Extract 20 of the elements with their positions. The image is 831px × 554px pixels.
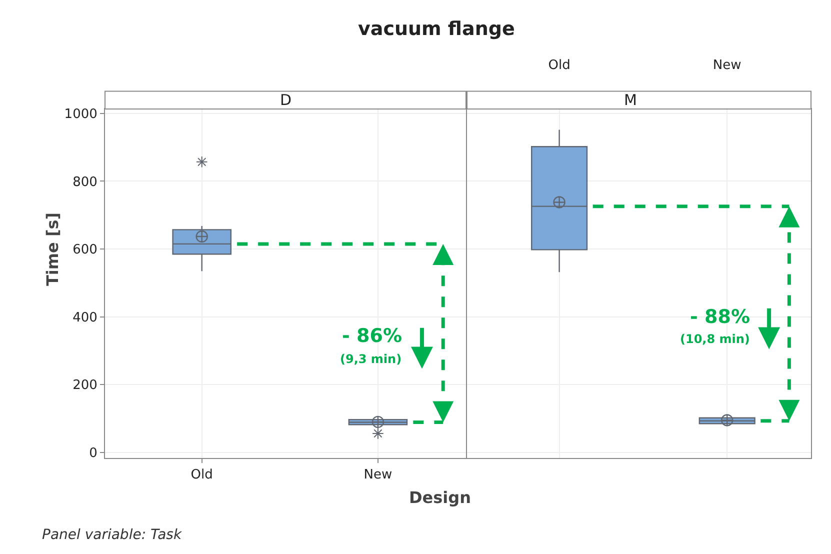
y-tick-label: 800 bbox=[72, 174, 98, 190]
x-tick-label: Old bbox=[548, 58, 570, 73]
chart-title: vacuum flange bbox=[358, 18, 515, 40]
chart-subtitle: M bbox=[624, 91, 637, 109]
y-tick-label: 1000 bbox=[64, 106, 98, 122]
y-tick-label: 0 bbox=[89, 446, 98, 461]
y-tick-label: 600 bbox=[72, 242, 98, 258]
y-axis-title: Time [s] bbox=[42, 212, 62, 286]
y-tick-label: 400 bbox=[72, 310, 98, 326]
x-tick-label: New bbox=[364, 467, 392, 482]
text: Panel variable: Task bbox=[42, 527, 182, 543]
annotation: - 88% bbox=[690, 306, 750, 328]
x-axis-title: Design bbox=[409, 488, 471, 507]
chart-subtitle: D bbox=[280, 91, 292, 109]
annotation: (9,3 min) bbox=[340, 352, 402, 366]
x-tick-label: New bbox=[712, 58, 742, 73]
annotation: (10,8 min) bbox=[680, 332, 750, 346]
y-tick-label: 200 bbox=[72, 378, 98, 394]
x-tick-label: Old bbox=[190, 467, 213, 482]
annotation: - 86% bbox=[342, 325, 402, 347]
